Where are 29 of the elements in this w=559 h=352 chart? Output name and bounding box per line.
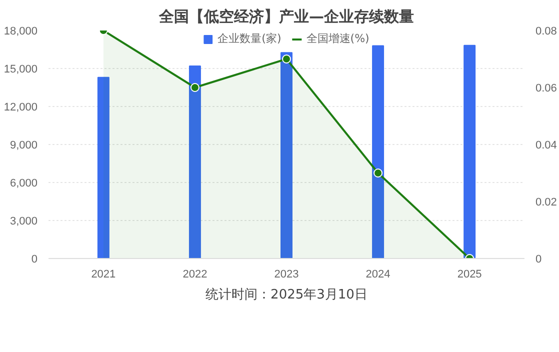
bar bbox=[464, 44, 476, 258]
bar bbox=[372, 45, 384, 258]
y2-tick-label: 0.08 bbox=[536, 26, 557, 38]
x-tick-label: 2023 bbox=[274, 268, 299, 280]
bar bbox=[188, 65, 201, 258]
y-tick-label: 18,000 bbox=[4, 26, 38, 38]
point bbox=[190, 83, 200, 92]
y-tick-label: 3,000 bbox=[10, 216, 38, 228]
x-tick-label: 2025 bbox=[457, 268, 482, 280]
point bbox=[282, 54, 291, 64]
point bbox=[374, 168, 383, 178]
x-tick-label: 2021 bbox=[91, 268, 116, 280]
legend-label: 企业数量(家) bbox=[218, 31, 282, 46]
y2-tick-label: 0.06 bbox=[536, 82, 557, 94]
bar bbox=[97, 76, 110, 258]
y-tick-label: 9,000 bbox=[10, 140, 38, 152]
y-tick-label: 12,000 bbox=[4, 102, 38, 114]
y2-tick-label: 0.02 bbox=[536, 196, 557, 208]
legend-label: 全国增速(%) bbox=[306, 31, 370, 46]
chart-title: 全国【低空经济】产业—企业存续数量 bbox=[158, 8, 414, 26]
bar bbox=[280, 52, 292, 258]
y-tick-label: 0 bbox=[31, 254, 38, 266]
x-tick-label: 2022 bbox=[182, 268, 208, 280]
y-tick-label: 6,000 bbox=[10, 178, 38, 190]
x-tick-label: 2024 bbox=[366, 268, 390, 280]
text: 统计时间：2025年3月10日 bbox=[206, 288, 368, 302]
y-tick-label: 15,000 bbox=[4, 64, 38, 76]
y2-tick-label: 0 bbox=[536, 254, 542, 266]
y2-tick-label: 0.04 bbox=[536, 140, 557, 152]
